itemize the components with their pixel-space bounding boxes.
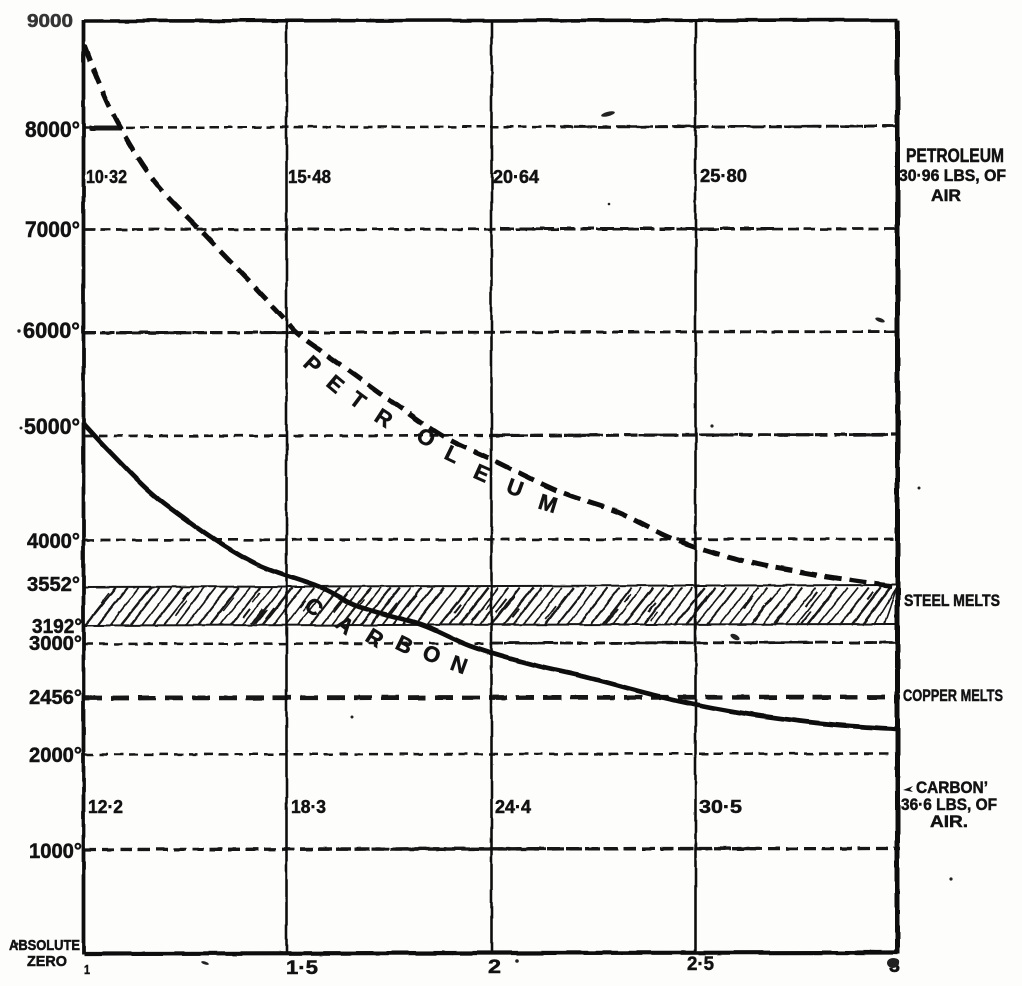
svg-text:18·3: 18·3 xyxy=(291,797,326,817)
svg-text:24·4: 24·4 xyxy=(495,797,531,817)
svg-text:2: 2 xyxy=(488,957,501,978)
svg-text:STEEL MELTS: STEEL MELTS xyxy=(904,591,1000,610)
svg-text:5000°: 5000° xyxy=(24,414,80,439)
svg-text:4000°: 4000° xyxy=(27,530,80,553)
svg-text:10·32: 10·32 xyxy=(86,167,127,187)
svg-text:ZERO: ZERO xyxy=(27,953,67,970)
svg-text:CARBON’: CARBON’ xyxy=(916,778,988,797)
svg-text:3192°: 3192° xyxy=(32,616,82,638)
svg-text:15·48: 15·48 xyxy=(288,167,331,187)
svg-text:30·96 LBS, OF: 30·96 LBS, OF xyxy=(899,166,1006,185)
svg-text:ABSOLUTE: ABSOLUTE xyxy=(9,937,80,954)
svg-text:8000°: 8000° xyxy=(25,117,80,142)
svg-text:9000: 9000 xyxy=(27,11,73,31)
svg-text:2456°: 2456° xyxy=(29,687,82,709)
svg-text:36·6 LBS, OF: 36·6 LBS, OF xyxy=(901,795,997,814)
svg-text:3000°: 3000° xyxy=(29,633,82,655)
svg-text:1000°: 1000° xyxy=(29,840,82,863)
svg-text:2·5: 2·5 xyxy=(687,954,714,975)
svg-text:7000°: 7000° xyxy=(25,217,80,242)
svg-text:AIR.: AIR. xyxy=(930,812,968,831)
svg-text:COPPER MELTS: COPPER MELTS xyxy=(903,686,1003,705)
svg-text:AIR: AIR xyxy=(931,186,961,205)
svg-text:3552°: 3552° xyxy=(27,574,80,596)
svg-text:1·5: 1·5 xyxy=(286,958,318,979)
svg-text:1: 1 xyxy=(84,962,90,977)
svg-text:2000°: 2000° xyxy=(29,744,82,767)
svg-text:6000°: 6000° xyxy=(23,318,80,343)
svg-text:12·2: 12·2 xyxy=(88,797,123,817)
svg-text:PETROLEUM: PETROLEUM xyxy=(906,146,1004,167)
svg-text:25·80: 25·80 xyxy=(700,166,747,186)
svg-text:20·64: 20·64 xyxy=(493,167,539,187)
svg-text:30·5: 30·5 xyxy=(699,797,742,817)
